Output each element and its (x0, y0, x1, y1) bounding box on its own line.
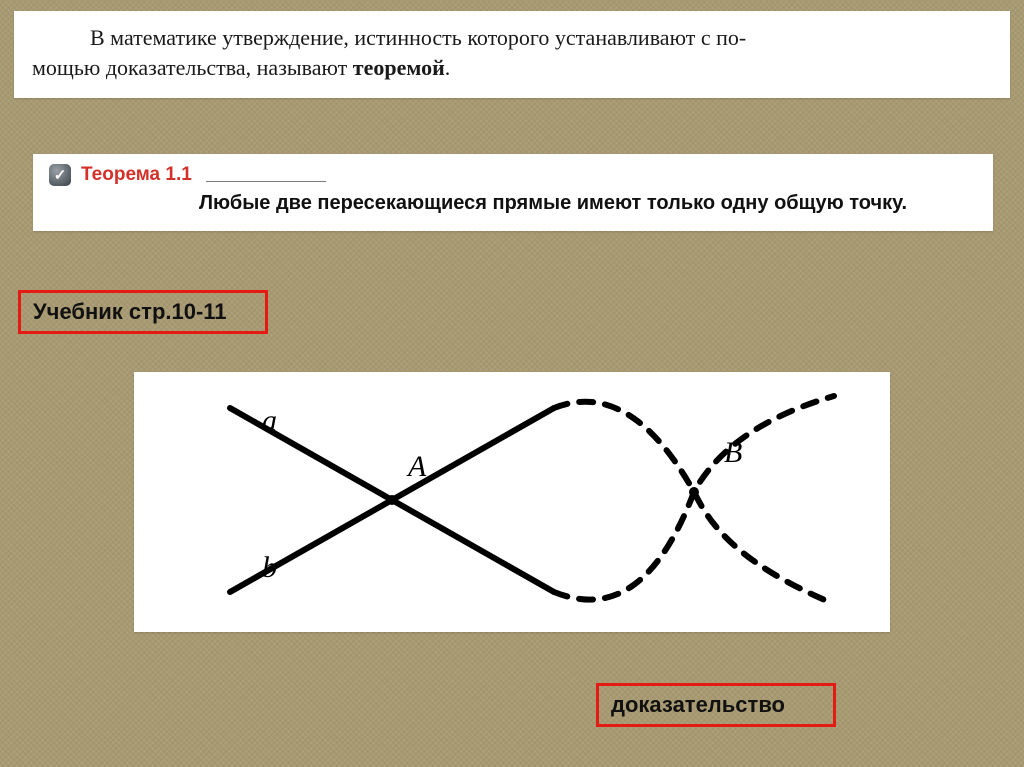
proof-text: доказательство (599, 686, 797, 724)
definition-after: . (445, 55, 451, 80)
slide: В математике утверждение, истинность кот… (0, 0, 1024, 767)
lines-diagram: a b A B (134, 372, 890, 632)
theorem-underline (206, 181, 326, 182)
reference-text: Учебник стр.10-11 (21, 293, 239, 331)
proof-box: доказательство (596, 683, 836, 727)
checkmark-icon: ✓ (49, 164, 71, 186)
svg-text:A: A (406, 450, 427, 483)
definition-box: В математике утверждение, истинность кот… (14, 11, 1010, 98)
diagram-box: a b A B (134, 372, 890, 632)
definition-line2-before: мощью доказательства, называют (32, 55, 353, 80)
definition-text: В математике утверждение, истинность кот… (32, 23, 992, 82)
reference-box: Учебник стр.10-11 (18, 290, 268, 334)
svg-text:a: a (262, 404, 277, 437)
theorem-header: ✓ Теорема 1.1 (49, 164, 977, 186)
theorem-box: ✓ Теорема 1.1 Любые две пересекающиеся п… (33, 154, 993, 231)
definition-line1: В математике утверждение, истинность кот… (90, 25, 746, 50)
svg-text:b: b (262, 551, 277, 584)
theorem-title: Теорема 1.1 (81, 164, 192, 186)
theorem-body: Любые две пересекающиеся прямые имеют то… (199, 190, 977, 217)
definition-term: теоремой (353, 55, 445, 80)
svg-text:B: B (724, 436, 742, 469)
